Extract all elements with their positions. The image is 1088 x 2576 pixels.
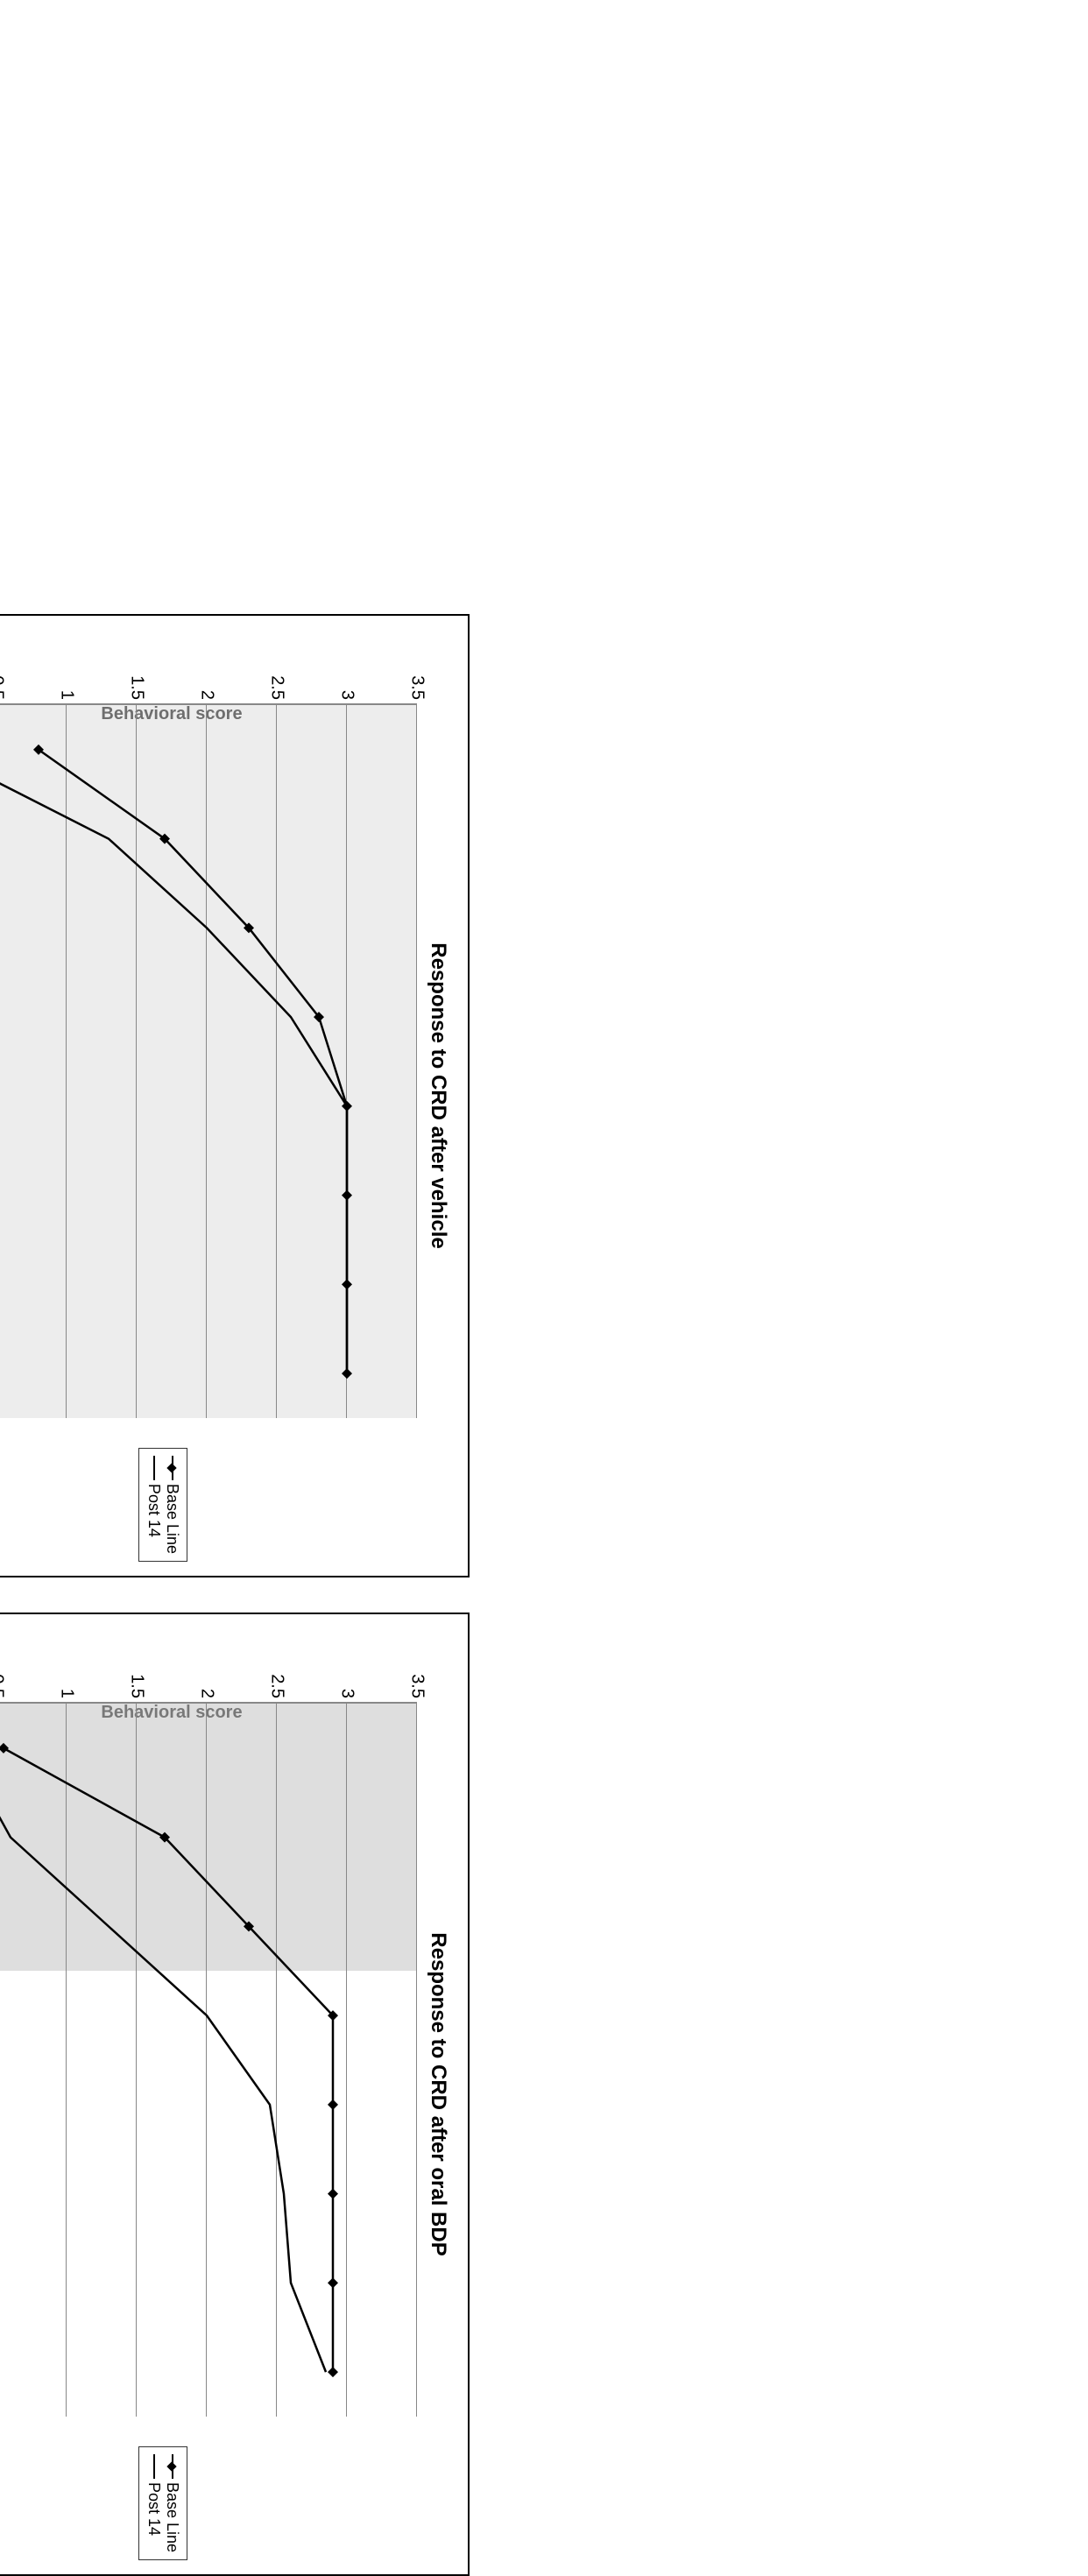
diamond-icon xyxy=(166,2461,176,2471)
legend-item-post14: Post 14 xyxy=(145,2453,164,2551)
y-tick: 1.5 xyxy=(127,675,147,700)
y-tick: 1.5 xyxy=(127,1674,147,1698)
legend-label: Base Line xyxy=(164,2481,182,2551)
y-tick: 3.5 xyxy=(407,1674,427,1698)
legend-label: Post 14 xyxy=(145,2481,164,2535)
y-tick: 0.5 xyxy=(0,1674,7,1698)
y-tick: 1 xyxy=(57,1688,77,1697)
chart-lines xyxy=(0,1704,418,2417)
plot-area: Behavioral score mm Hg rectal pressure 0… xyxy=(0,703,418,1418)
y-tick: 2.5 xyxy=(267,1674,287,1698)
y-tick: 3 xyxy=(337,689,357,699)
y-tick: 3.5 xyxy=(407,675,427,700)
legend-label: Base Line xyxy=(164,1483,182,1553)
y-tick: 2 xyxy=(197,689,217,699)
y-tick: 0.5 xyxy=(0,675,7,700)
legend-label: Post 14 xyxy=(145,1483,164,1536)
y-tick: 1 xyxy=(57,689,77,699)
y-tick: 3 xyxy=(337,1688,357,1697)
charts-row: Response to CRD after vehicle Behavioral… xyxy=(0,614,470,2576)
legend-item-baseline: Base Line xyxy=(164,1455,182,1553)
legend: Base Line Post 14 xyxy=(139,1447,188,1561)
y-tick: 2 xyxy=(197,1688,217,1697)
y-tick: 2.5 xyxy=(267,675,287,700)
chart-bdp: Response to CRD after oral BDP Behaviora… xyxy=(0,1613,470,2576)
plot-area: Behavioral score mm Hg rectal pressure 0… xyxy=(0,1702,418,2417)
chart-vehicle: Response to CRD after vehicle Behavioral… xyxy=(0,614,470,1577)
chart-title: Response to CRD after oral BDP xyxy=(427,1623,451,2565)
legend-item-baseline: Base Line xyxy=(164,2453,182,2551)
diamond-icon xyxy=(166,1463,176,1472)
chart-title: Response to CRD after vehicle xyxy=(427,625,451,1567)
legend-item-post14: Post 14 xyxy=(145,1455,164,1553)
chart-lines xyxy=(0,705,418,1418)
legend: Base Line Post 14 xyxy=(139,2445,188,2559)
